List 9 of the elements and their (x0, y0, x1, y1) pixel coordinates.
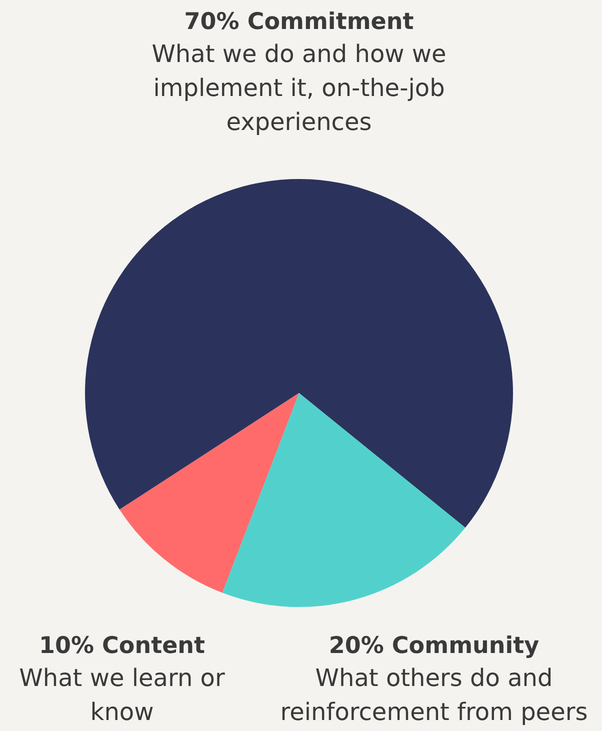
text: What others do and reinforcement from peers (280, 664, 588, 726)
pie-slice (120, 393, 299, 593)
slice-label: 20% Community (328, 633, 540, 659)
slice-label: 10% Content (38, 633, 206, 659)
slice-label: 70% Commitment (184, 9, 414, 35)
pie-slice (222, 393, 466, 607)
pie-slice (85, 179, 513, 528)
text: What we do and how we implement it, on-the-job experiences (152, 40, 446, 136)
text: What we learn or know (19, 664, 225, 726)
